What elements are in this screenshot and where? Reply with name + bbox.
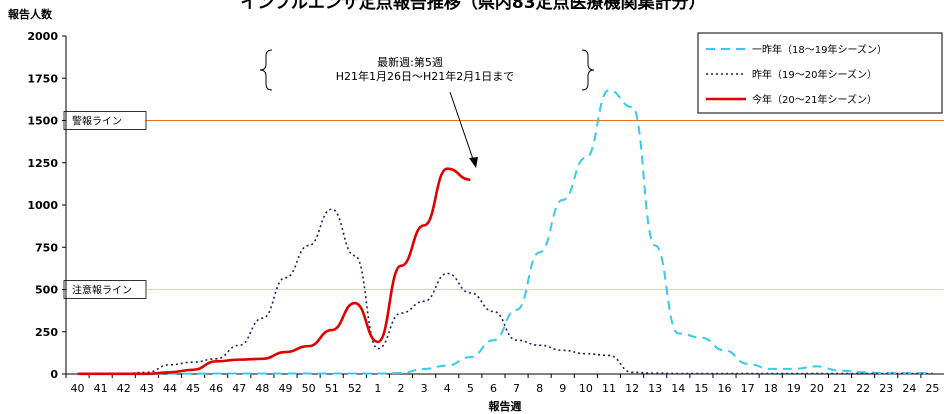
y-tick-label: 1250 — [27, 157, 58, 170]
annotation-line2: H21年1月26日～H21年2月1日まで — [336, 69, 515, 83]
x-tick-label: 18 — [764, 382, 778, 395]
x-tick-label: 43 — [140, 382, 154, 395]
x-tick-label: 16 — [718, 382, 732, 395]
y-axis-label: 報告人数 — [8, 7, 53, 21]
y-tick-label: 1000 — [27, 199, 58, 212]
legend-box — [697, 32, 943, 114]
legend: 一昨年（18～19年シーズン） 昨年（19～20年シーズン） 今年（20～21年シー… — [697, 32, 943, 114]
x-tick-label: 49 — [279, 382, 293, 395]
annotation-bracket-left — [259, 49, 273, 91]
x-tick-label: 51 — [325, 382, 339, 395]
x-tick-label: 17 — [741, 382, 755, 395]
reference-label-0: 警報ライン — [72, 115, 122, 128]
x-tick-label: 8 — [536, 382, 543, 395]
x-tick-label: 14 — [671, 382, 685, 395]
y-tick-label: 750 — [35, 241, 58, 254]
y-tick-label: 1750 — [27, 72, 58, 85]
series-line-1 — [77, 208, 933, 375]
x-axis-label: 報告週 — [489, 399, 522, 413]
y-tick-label: 0 — [50, 368, 58, 381]
legend-label-1: 昨年（19～20年シーズン） — [752, 68, 877, 81]
x-tick-label: 24 — [902, 382, 916, 395]
annotation-arrowhead — [469, 157, 478, 168]
x-tick-label: 4 — [444, 382, 451, 395]
x-tick-label: 23 — [879, 382, 893, 395]
x-tick-label: 5 — [467, 382, 474, 395]
x-tick-label: 11 — [602, 382, 616, 395]
x-tick-label: 12 — [625, 382, 639, 395]
legend-label-0: 一昨年（18～19年シーズン） — [752, 43, 887, 56]
x-tick-label: 9 — [559, 382, 566, 395]
x-tick-label: 48 — [255, 382, 269, 395]
series-line-2 — [77, 167, 471, 376]
legend-label-2: 今年（20～21年シーズン） — [752, 93, 877, 106]
chart-title: インフルエンザ定点報告推移（県内83定点医療機関集計分） — [240, 0, 705, 13]
x-tick-label: 3 — [421, 382, 428, 395]
x-tick-label: 21 — [833, 382, 847, 395]
series-line-0 — [77, 89, 933, 375]
x-tick-label: 1 — [374, 382, 381, 395]
x-tick-label: 52 — [348, 382, 362, 395]
x-tick-label: 20 — [810, 382, 824, 395]
x-tick-label: 22 — [856, 382, 870, 395]
annotation-arrow — [449, 91, 475, 163]
y-tick-label: 1500 — [27, 115, 58, 128]
x-tick-label: 47 — [232, 382, 246, 395]
y-tick-label: 500 — [35, 284, 58, 297]
latest-week-annotation: 最新週:第5週 H21年1月26日～H21年2月1日まで — [259, 49, 595, 168]
x-tick-label: 46 — [209, 382, 223, 395]
x-tick-label: 41 — [94, 382, 108, 395]
x-tick-label: 15 — [694, 382, 708, 395]
x-tick-label: 7 — [513, 382, 520, 395]
x-tick-label: 10 — [579, 382, 593, 395]
x-tick-label: 42 — [117, 382, 131, 395]
x-tick-label: 50 — [302, 382, 316, 395]
x-tick-label: 25 — [925, 382, 939, 395]
x-tick-label: 19 — [787, 382, 801, 395]
y-tick-label: 2000 — [27, 30, 58, 43]
annotation-bracket-right — [581, 49, 595, 91]
x-tick-label: 45 — [186, 382, 200, 395]
annotation-line1: 最新週:第5週 — [377, 55, 443, 69]
reference-label-1: 注意報ライン — [72, 284, 132, 297]
y-tick-label: 250 — [35, 326, 58, 339]
x-tick-label: 13 — [648, 382, 662, 395]
x-tick-label: 6 — [490, 382, 497, 395]
x-tick-label: 40 — [71, 382, 85, 395]
x-tick-label: 2 — [398, 382, 405, 395]
x-tick-label: 44 — [163, 382, 177, 395]
